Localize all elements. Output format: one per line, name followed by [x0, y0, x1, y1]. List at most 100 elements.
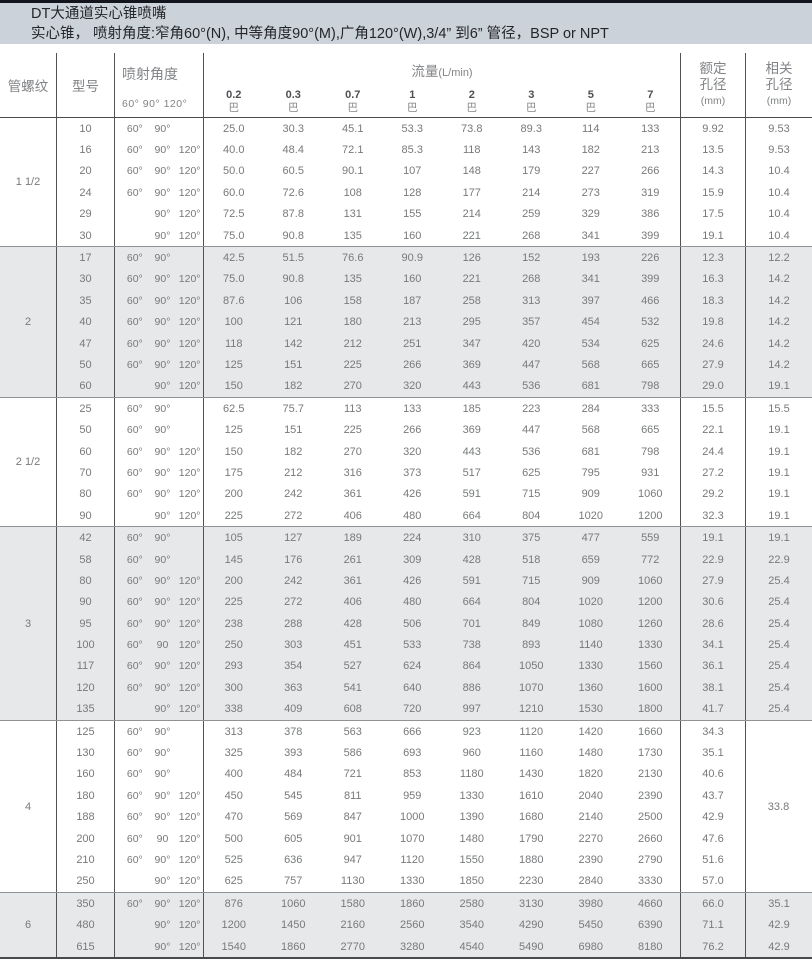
related-orifice-cell: 10.4 — [745, 182, 812, 204]
rated-orifice-cell: 43.7 — [680, 785, 745, 807]
flow-cell: 795 — [581, 466, 600, 479]
model-cell: 180 — [57, 785, 115, 807]
flow-cell: 3980 — [578, 897, 603, 910]
bar-label: 巴 — [645, 101, 656, 114]
angle-value: 60° — [126, 144, 143, 157]
flow-cell: 270 — [343, 380, 362, 393]
flow-cell: 45.1 — [342, 122, 364, 135]
angle-value: 90° — [154, 660, 171, 673]
flow-cell: 605 — [284, 832, 303, 845]
flow-cell: 798 — [641, 445, 660, 458]
bar-label: 巴 — [466, 101, 478, 114]
angle-value: 120° — [178, 186, 201, 199]
angle-cell: 60° 90° — [115, 419, 204, 441]
rated-orifice-unit: (mm) — [700, 95, 726, 107]
related-orifice-cell: 14.2 — [745, 354, 812, 376]
table-row: 250 90° 120° 625 757 1130 1330 1850 2230 2840 3330… — [57, 870, 812, 893]
flow-cell: 1820 — [578, 768, 603, 781]
rated-orifice-cell: 15.9 — [680, 182, 745, 204]
angle-cell: 60° 90° — [115, 118, 204, 140]
angle-value: 120° — [178, 273, 201, 286]
angle-cell: 60° 90 120° — [115, 634, 204, 656]
model-cell: 35 — [57, 290, 115, 312]
angle-value: 60° — [126, 639, 143, 652]
related-orifice-cell: 19.1 — [745, 527, 812, 549]
angle-value: 90° — [154, 424, 171, 437]
rated-orifice-cell: 51.6 — [680, 849, 745, 871]
related-orifice-cell: 14.2 — [745, 290, 812, 312]
flow-cell: 1610 — [519, 789, 544, 802]
angle-cell: 60° 90° — [115, 763, 204, 786]
rated-orifice-cell: 19.8 — [680, 311, 745, 333]
flow-cell: 125 — [224, 424, 243, 437]
model-cell: 58 — [57, 548, 115, 571]
thread-group: 4 125 60° 90° 313 378 563 666 923 1120 1420 1660 34.… — [0, 719, 812, 893]
flow-cell: 541 — [343, 681, 362, 694]
flow-cell: 72.5 — [223, 208, 245, 221]
angle-value: 90° — [154, 617, 171, 630]
flow-cell: 1420 — [578, 725, 603, 738]
flow-cell: 145 — [224, 553, 243, 566]
angle-value: 90° — [154, 725, 171, 738]
model-cell: 60 — [57, 375, 115, 398]
pipe-thread-size-label: 4 — [0, 720, 57, 893]
flow-cell: 451 — [343, 639, 362, 652]
related-orifice-cell: 14.2 — [745, 311, 812, 333]
model-cell: 200 — [57, 827, 115, 850]
flow-cell: 5490 — [519, 940, 544, 953]
flow-cell: 4540 — [459, 940, 484, 953]
angle-value: 90° — [154, 144, 171, 157]
table-row: 188 60° 90° 120° 470 569 847 1000 1390 1680 2140 25… — [57, 806, 812, 828]
rated-orifice-cell: 35.1 — [680, 742, 745, 764]
flow-cell: 221 — [462, 273, 481, 286]
flow-title: 流量(L/min) — [204, 60, 680, 80]
model-cell: 90 — [57, 505, 115, 527]
flow-cell: 150 — [224, 380, 243, 393]
flow-cell: 175 — [224, 466, 243, 479]
flow-cell: 568 — [581, 358, 600, 371]
flow-cell: 200 — [224, 488, 243, 501]
angle-cell: 60° 90° — [115, 398, 204, 420]
flow-cell: 266 — [403, 424, 422, 437]
flow-cell: 1200 — [221, 919, 246, 932]
pipe-thread-size-label: 6 — [0, 893, 57, 958]
angle-value: 60° — [126, 402, 143, 415]
angle-value: 90° — [154, 273, 171, 286]
flow-cell: 213 — [403, 316, 422, 329]
flow-cell: 293 — [224, 660, 243, 673]
flow-cell: 480 — [403, 509, 422, 522]
flow-cell: 804 — [522, 596, 541, 609]
angle-value: 90° — [154, 122, 171, 135]
related-orifice-cell: 25.4 — [745, 634, 812, 656]
flow-cell: 909 — [581, 574, 600, 587]
flow-cell: 1200 — [638, 509, 663, 522]
angle-value: 60° — [126, 574, 143, 587]
flow-cell: 532 — [641, 316, 660, 329]
related-orifice-cell — [745, 720, 812, 743]
flow-cell: 75.0 — [223, 229, 245, 242]
angle-value: 60° — [126, 165, 143, 178]
flow-cell: 238 — [224, 617, 243, 630]
flow-cell: 284 — [581, 402, 600, 415]
related-orifice-cell: 42.9 — [745, 935, 812, 958]
flow-cell: 625 — [641, 337, 660, 350]
flow-cell: 25.0 — [223, 122, 245, 135]
flow-cell: 559 — [641, 532, 660, 545]
angle-value: 120° — [178, 681, 201, 694]
flow-cell: 224 — [403, 532, 422, 545]
flow-cell: 1580 — [340, 897, 365, 910]
flow-cell: 273 — [581, 186, 600, 199]
flow-cell: 625 — [224, 875, 243, 888]
model-cell: 30 — [57, 224, 115, 247]
model-cell: 80 — [57, 483, 115, 506]
angle-value: 90° — [154, 574, 171, 587]
angle-cell: 60° 90° 120° — [115, 311, 204, 333]
angle-value: 120° — [178, 832, 201, 845]
flow-cell: 347 — [462, 337, 481, 350]
flow-cell: 4660 — [638, 897, 663, 910]
flow-cell: 135 — [343, 273, 362, 286]
flow-cell: 591 — [462, 574, 481, 587]
model-cell: 10 — [57, 118, 115, 140]
angle-value: 120° — [178, 660, 201, 673]
